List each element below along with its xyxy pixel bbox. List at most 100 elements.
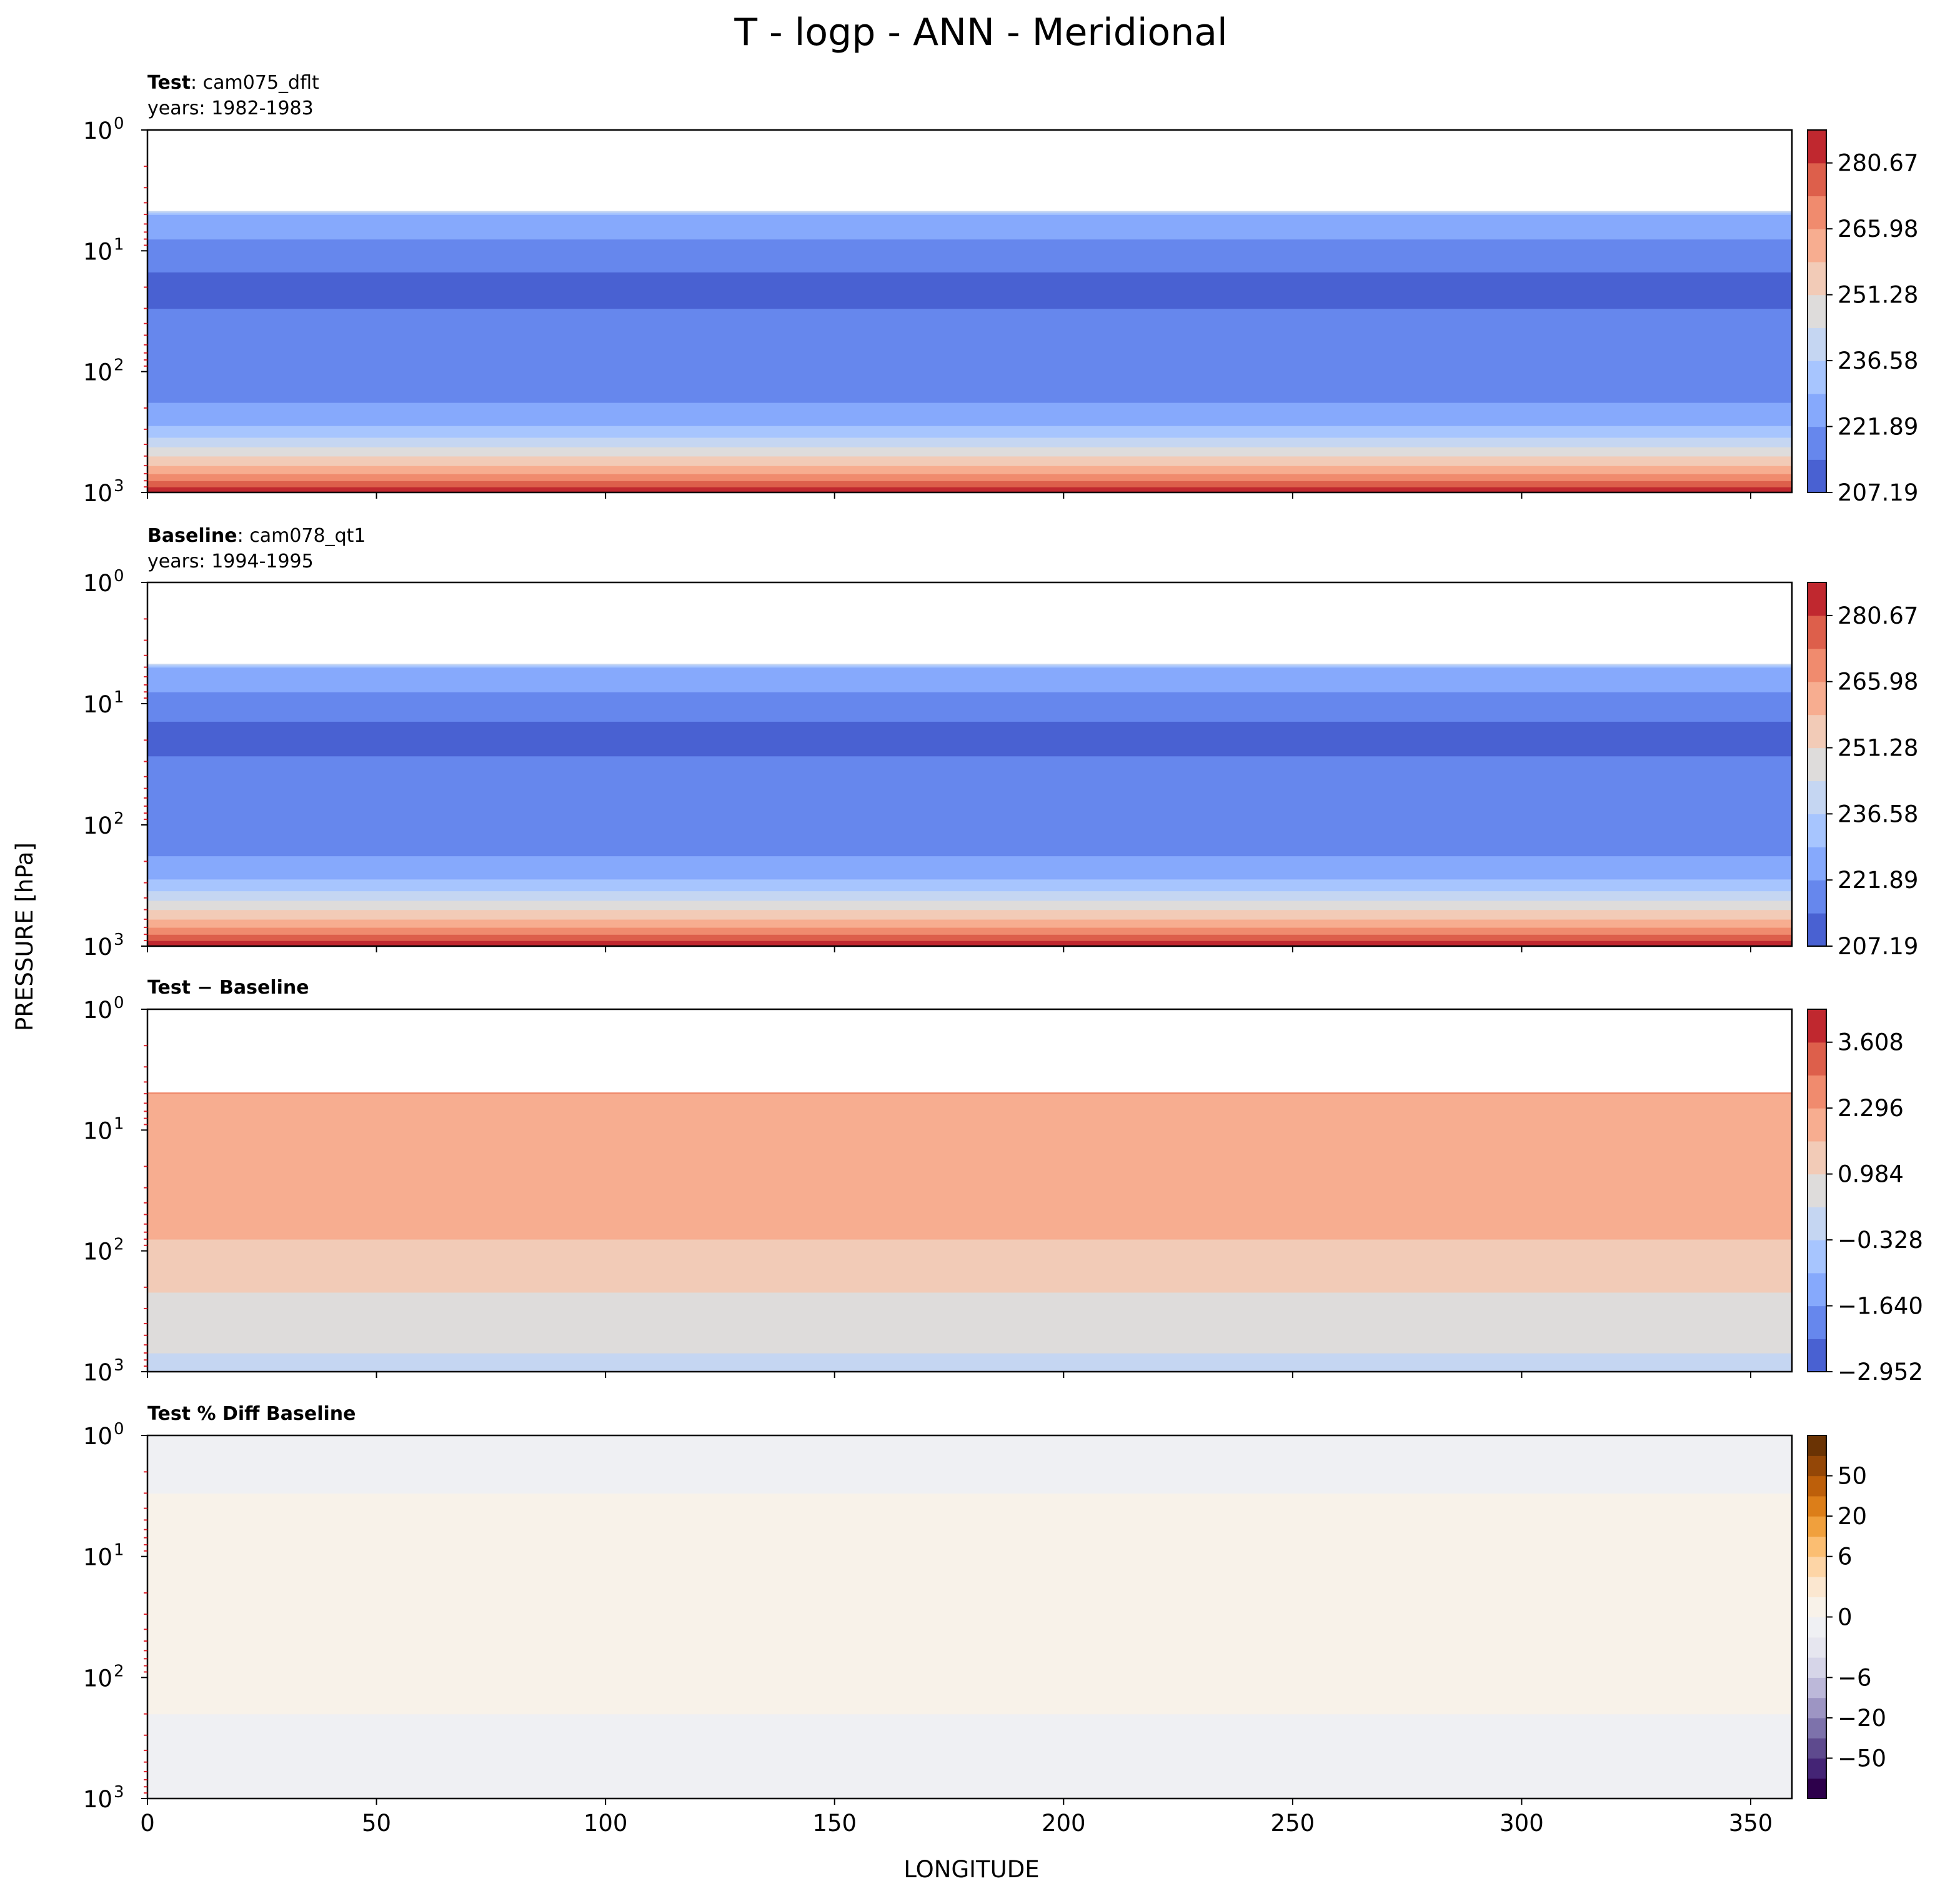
panel-baseline-title-rest: : cam078_qt1 — [237, 525, 366, 547]
plot-frame — [146, 581, 1793, 947]
colorbar-segment — [1808, 1140, 1826, 1175]
y-tick-label: 10 — [83, 812, 112, 839]
colorbar-tick-label: 236.58 — [1838, 801, 1918, 827]
contour-band — [147, 934, 1792, 941]
colorbar-segment — [1808, 1475, 1826, 1497]
x-tick-label: 100 — [584, 1810, 628, 1837]
colorbar-tick-label: 251.28 — [1838, 282, 1918, 309]
contour-band — [147, 481, 1792, 487]
y-tick-label: 10 — [83, 570, 112, 597]
colorbar-segment — [1808, 1778, 1826, 1799]
contour-band — [147, 879, 1792, 892]
contour-band — [147, 1092, 1792, 1094]
colorbar-tick-label: 265.98 — [1838, 669, 1918, 696]
contour-band — [147, 909, 1792, 920]
y-tick-label: 10 — [83, 997, 112, 1024]
panel-baseline-colorbar: 280.67 265.98 251.28 236.58 221.89 207.19 — [1807, 582, 1918, 960]
colorbar-segment — [1808, 327, 1826, 361]
contour-band — [147, 466, 1792, 474]
contour-band — [147, 1292, 1792, 1354]
contour-band — [147, 308, 1792, 403]
y-tick-exponent: 3 — [114, 1356, 124, 1375]
panel-test-colorbar: 280.67 265.98 251.28 236.58 221.89 207.19 — [1807, 129, 1918, 506]
colorbar-segment — [1808, 426, 1826, 460]
colorbar-segment — [1808, 714, 1826, 749]
y-tick-exponent: 1 — [114, 235, 124, 254]
colorbar-segment — [1808, 459, 1826, 493]
contour-band — [147, 212, 1792, 215]
x-tick-label: 150 — [812, 1810, 857, 1837]
colorbar-segment — [1808, 615, 1826, 649]
x-tick-label: 250 — [1271, 1810, 1315, 1837]
colorbar-segment — [1808, 1174, 1826, 1207]
contour-band — [147, 239, 1792, 272]
colorbar-tick-label: 0 — [1838, 1604, 1853, 1631]
panel-test-title: Test: cam075_dflt — [147, 72, 319, 94]
colorbar-segment — [1808, 361, 1826, 394]
colorbar-segment — [1808, 196, 1826, 229]
colorbar-tick-label: 280.67 — [1838, 602, 1918, 629]
colorbar-tick-label: 3.608 — [1838, 1029, 1904, 1056]
contour-band — [147, 214, 1792, 240]
colorbar-tick-label: −50 — [1838, 1745, 1886, 1772]
panel-difference-colorbar: 3.608 2.296 0.984 −0.328 −1.640 −2.952 — [1807, 1009, 1923, 1385]
colorbar-segment — [1808, 1697, 1826, 1719]
colorbar-segment — [1808, 1617, 1826, 1638]
colorbar-frame — [1807, 129, 1827, 493]
colorbar-segment — [1808, 1536, 1826, 1557]
colorbar-tick-label: 20 — [1838, 1503, 1867, 1530]
colorbar-segment — [1808, 747, 1826, 782]
y-tick-exponent: 2 — [114, 356, 124, 375]
colorbar-segment — [1808, 1516, 1826, 1537]
panel-baseline: Baseline: cam078_qt1 years: 1994-1995 10… — [83, 525, 1919, 960]
y-tick-exponent: 0 — [114, 567, 124, 586]
colorbar-tick-label: 2.296 — [1838, 1095, 1904, 1122]
y-tick-label: 10 — [83, 1423, 112, 1450]
y-tick-label: 10 — [83, 480, 112, 507]
colorbar-segment — [1808, 1597, 1826, 1618]
y-tick-exponent: 0 — [114, 994, 124, 1012]
figure-title: T - logp - ANN - Meridional — [734, 11, 1227, 54]
x-axis-label: LONGITUDE — [903, 1856, 1039, 1883]
colorbar-segment — [1808, 1657, 1826, 1678]
panel-test-title-rest: : cam075_dflt — [191, 72, 319, 94]
colorbar-segment — [1808, 648, 1826, 682]
contour-band — [147, 756, 1792, 857]
colorbar-segment — [1808, 294, 1826, 328]
contour-band — [147, 474, 1792, 481]
contour-band — [147, 437, 1792, 447]
colorbar-tick-label: −20 — [1838, 1705, 1886, 1732]
y-tick-label: 10 — [83, 1544, 112, 1571]
colorbar-segment — [1808, 1207, 1826, 1240]
y-tick-exponent: 0 — [114, 1420, 124, 1439]
contour-band — [147, 927, 1792, 935]
plot-frame — [146, 1434, 1793, 1800]
colorbar-segment — [1808, 1435, 1826, 1456]
panel-baseline-title-bold: Baseline — [147, 525, 237, 547]
contour-band — [147, 426, 1792, 438]
colorbar-tick-label: 265.98 — [1838, 216, 1918, 242]
colorbar-segment — [1808, 847, 1826, 881]
y-tick-exponent: 3 — [114, 1783, 124, 1802]
colorbar-segment — [1808, 1240, 1826, 1274]
panel-test-subtitle: years: 1982-1983 — [147, 97, 314, 119]
contour-band — [147, 900, 1792, 911]
y-tick-label: 10 — [83, 691, 112, 718]
y-tick-exponent: 1 — [114, 688, 124, 707]
contour-band — [147, 456, 1792, 466]
colorbar-segment — [1808, 1075, 1826, 1109]
colorbar-segment — [1808, 1758, 1826, 1779]
colorbar-segment — [1808, 913, 1826, 947]
contour-band — [147, 1239, 1792, 1293]
contour-band — [147, 1493, 1792, 1715]
contour-band — [147, 856, 1792, 880]
colorbar-segment — [1808, 1495, 1826, 1517]
colorbar-tick-label: 0.984 — [1838, 1161, 1904, 1188]
contour-band — [147, 272, 1792, 309]
colorbar-tick-label: −2.952 — [1838, 1359, 1923, 1385]
colorbar-tick-label: −6 — [1838, 1664, 1872, 1691]
colorbar-segment — [1808, 1339, 1826, 1372]
